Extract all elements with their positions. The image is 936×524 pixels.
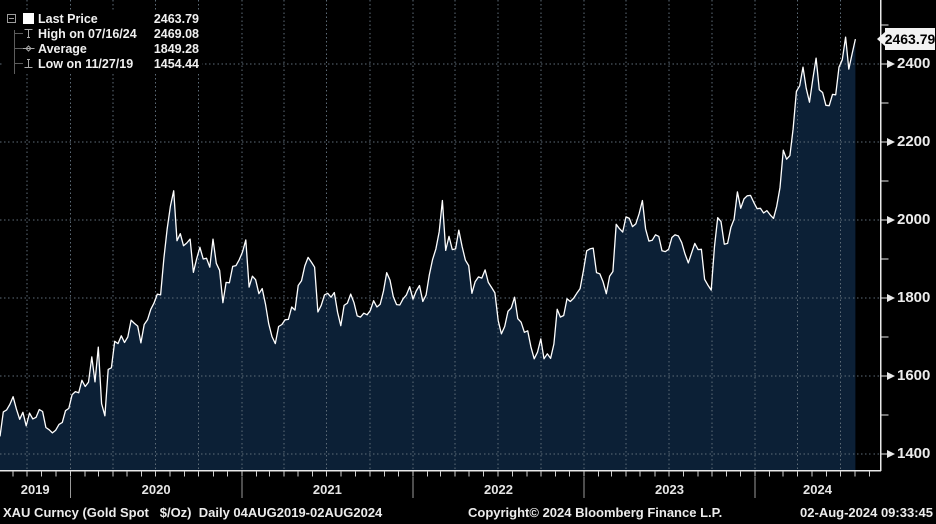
y-tick-arrow-icon xyxy=(887,450,895,458)
y-axis-label: 1600 xyxy=(897,367,931,384)
x-year-label: 2024 xyxy=(803,482,832,497)
x-year-label: 2019 xyxy=(20,482,50,497)
legend-value: 2469.08 xyxy=(153,26,199,41)
last-price-tag: 2463.79 xyxy=(885,28,935,50)
x-year-label: 2020 xyxy=(141,482,171,497)
y-tick-arrow-icon xyxy=(887,372,895,380)
legend-value: 1849.28 xyxy=(153,41,199,56)
x-year-label: 2023 xyxy=(655,482,684,497)
legend-label: Low on 11/27/19 xyxy=(38,56,134,71)
legend-tree-connector xyxy=(14,30,15,74)
legend-value: 2463.79 xyxy=(153,11,199,26)
y-axis-label: 1400 xyxy=(897,445,931,462)
legend-label: Last Price xyxy=(38,11,98,26)
legend-expand-icon[interactable] xyxy=(7,14,16,23)
legend-label: Average xyxy=(38,41,87,56)
y-axis-label: 2200 xyxy=(897,133,931,150)
last-price-swatch-icon xyxy=(23,13,34,24)
last-price-tag-value: 2463.79 xyxy=(884,31,936,47)
legend-item-low[interactable]: Low on 11/27/19 1454.44 xyxy=(4,56,202,71)
security-description: XAU Curncy (Gold Spot $/Oz) Daily 04AUG2… xyxy=(3,505,383,520)
average-marker-icon xyxy=(22,45,35,52)
price-area-fill xyxy=(0,37,856,471)
legend: Last Price 2463.79 High on 07/16/24 2469… xyxy=(4,10,202,74)
x-year-label: 2022 xyxy=(484,482,513,497)
copyright-notice: Copyright© 2024 Bloomberg Finance L.P. xyxy=(468,505,723,520)
legend-item-high[interactable]: High on 07/16/24 2469.08 xyxy=(4,26,202,41)
y-axis-label: 2000 xyxy=(897,211,931,228)
high-marker-icon xyxy=(24,29,33,38)
y-tick-arrow-icon xyxy=(887,60,895,68)
legend-label: High on 07/16/24 xyxy=(38,26,137,41)
low-marker-icon xyxy=(24,59,33,68)
legend-value: 1454.44 xyxy=(153,56,199,71)
legend-tree-stub xyxy=(14,63,23,64)
footer: XAU Curncy (Gold Spot $/Oz) Daily 04AUG2… xyxy=(0,505,936,524)
y-axis-label: 1800 xyxy=(897,289,931,306)
y-tick-arrow-icon xyxy=(887,294,895,302)
legend-item-last-price[interactable]: Last Price 2463.79 xyxy=(4,11,202,26)
x-year-label: 2021 xyxy=(312,482,342,497)
price-line xyxy=(0,36,857,437)
y-tick-arrow-icon xyxy=(887,138,895,146)
legend-tree-stub xyxy=(14,33,23,34)
y-tick-arrow-icon xyxy=(887,216,895,224)
y-axis-label: 2400 xyxy=(897,55,931,72)
legend-tree-stub xyxy=(14,48,23,49)
timestamp: 02-Aug-2024 09:33:45 xyxy=(800,505,933,520)
legend-item-average[interactable]: Average 1849.28 xyxy=(4,41,202,56)
